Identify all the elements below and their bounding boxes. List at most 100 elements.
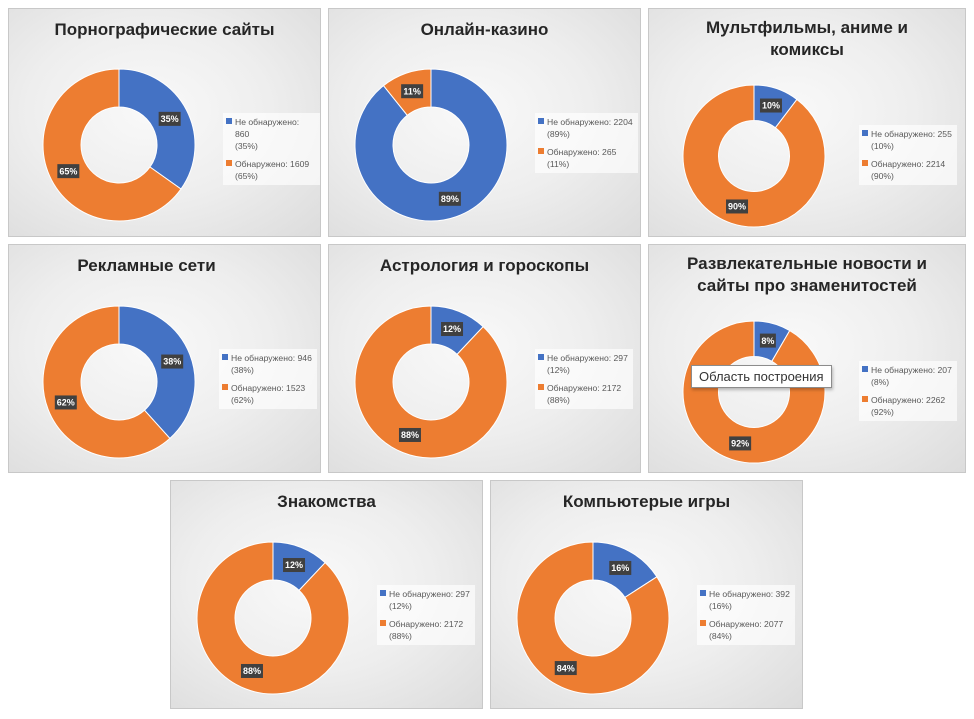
legend-percent: (90%) — [871, 171, 894, 181]
donut-chart[interactable]: 16% 84% — [513, 536, 673, 700]
data-label-text: 65% — [59, 166, 77, 176]
slice-detected[interactable] — [354, 305, 508, 459]
slice-not-detected[interactable] — [118, 305, 196, 440]
legend-swatch — [222, 354, 228, 360]
chart-title: Астрология и гороскопы — [379, 256, 590, 275]
legend-label: Не обнаружено: 297 — [547, 353, 628, 363]
chart-legend[interactable]: Не обнаружено: 946 (38%) Обнаружено: 1523… — [219, 349, 317, 409]
donut-chart[interactable]: 10% 90% — [679, 81, 829, 231]
chart-legend[interactable]: Не обнаружено: 255 (10%) Обнаружено: 2214… — [859, 125, 957, 185]
chart-legend[interactable]: Не обнаружено: 392 (16%) Обнаружено: 2077… — [697, 585, 795, 645]
legend-percent: (89%) — [547, 129, 570, 139]
data-label: 11% — [401, 84, 424, 99]
chart-legend[interactable]: Не обнаружено: 2204 (89%) Обнаружено: 265… — [535, 113, 638, 173]
data-label: 16% — [609, 560, 632, 575]
chart-legend[interactable]: Не обнаружено: 297 (12%) Обнаружено: 2172… — [377, 585, 475, 645]
legend-swatch — [226, 160, 232, 166]
chart-legend[interactable]: Не обнаружено: 207 (8%) Обнаружено: 2262 (… — [859, 361, 957, 421]
data-label: 65% — [57, 164, 80, 179]
data-label-text: 12% — [285, 560, 303, 570]
data-label-bg — [158, 111, 181, 126]
donut-chart[interactable]: 35% 65% — [39, 63, 199, 227]
legend-percent: (8%) — [871, 377, 890, 387]
chart-card-cartoons[interactable]: Мультфильмы, аниме и комиксы 10% 90% Не о… — [648, 8, 966, 237]
data-label-bg — [726, 199, 749, 214]
legend-percent: (10%) — [871, 141, 894, 151]
legend-item-detected[interactable]: Обнаружено: 2077 (84%) — [700, 618, 790, 642]
data-label-bg — [438, 191, 461, 206]
slice-detected[interactable] — [42, 305, 171, 459]
chart-card-celebrity-news[interactable]: Развлекательные новости и сайты про знам… — [648, 244, 966, 473]
legend-item-detected[interactable]: Обнаружено: 2214 (90%) — [862, 158, 952, 182]
legend-percent: (16%) — [709, 601, 732, 611]
donut-chart[interactable]: 89% 11% — [351, 63, 511, 227]
slice-detected[interactable] — [42, 68, 182, 222]
data-label-text: 88% — [401, 430, 419, 440]
chart-card-astrology[interactable]: Астрология и гороскопы 12% 88% Не обнаруж… — [328, 244, 641, 473]
legend-item-not-detected[interactable]: Не обнаружено: 946 (38%) — [222, 352, 312, 376]
data-label: 10% — [759, 98, 782, 113]
data-label-text: 88% — [243, 666, 261, 676]
legend-label: Обнаружено: 1609 — [235, 159, 310, 169]
legend-swatch — [862, 396, 868, 402]
legend-swatch — [222, 384, 228, 390]
legend-item-detected[interactable]: Обнаружено: 265 (11%) — [538, 146, 633, 170]
slice-detected[interactable] — [682, 320, 826, 464]
donut-chart[interactable]: 12% 88% — [193, 536, 353, 700]
legend-item-detected[interactable]: Обнаружено: 2262 (92%) — [862, 394, 952, 418]
legend-label: Не обнаружено: 207 — [871, 365, 952, 375]
chart-card-casino[interactable]: Онлайн-казино 89% 11% Не обнаружено: 2204… — [328, 8, 641, 237]
slice-detected[interactable] — [516, 541, 670, 695]
legend-percent: (38%) — [231, 365, 254, 375]
legend-item-detected[interactable]: Обнаружено: 1609 (65%) — [226, 158, 315, 182]
data-label-text: 62% — [57, 398, 75, 408]
legend-label: Обнаружено: 265 — [547, 147, 617, 157]
slice-not-detected[interactable] — [118, 68, 196, 190]
data-label-text: 8% — [761, 336, 774, 346]
chart-card-porn[interactable]: Порнографические сайты 35% 65% Не обнаруж… — [8, 8, 321, 237]
legend-percent: (62%) — [231, 395, 254, 405]
slice-not-detected[interactable] — [354, 68, 508, 222]
chart-legend[interactable]: Не обнаружено: 297 (12%) Обнаружено: 2172… — [535, 349, 633, 409]
legend-item-not-detected[interactable]: Не обнаружено: 392 (16%) — [700, 588, 790, 612]
chart-legend[interactable]: Не обнаружено: 860 (35%) Обнаружено: 1609… — [223, 113, 320, 185]
legend-swatch — [538, 354, 544, 360]
legend-item-not-detected[interactable]: Не обнаружено: 297 (12%) — [538, 352, 628, 376]
legend-percent: (92%) — [871, 407, 894, 417]
chart-card-dating[interactable]: Знакомства 12% 88% Не обнаружено: 297 (12%… — [170, 480, 483, 709]
chart-title: Онлайн-казино — [420, 20, 549, 39]
legend-label: Обнаружено: 2214 — [871, 159, 946, 169]
chart-title: Рекламные сети — [77, 256, 216, 275]
donut-chart[interactable]: 38% 62% — [39, 300, 199, 464]
data-label-text: 90% — [728, 202, 746, 212]
donut-chart[interactable]: 12% 88% — [351, 300, 511, 464]
data-label: 62% — [54, 395, 77, 410]
chart-card-games[interactable]: Компьютерые игры 16% 84% Не обнаружено: 3… — [490, 480, 803, 709]
legend-item-not-detected[interactable]: Не обнаружено: 297 (12%) — [380, 588, 470, 612]
legend-item-not-detected[interactable]: Не обнаружено: 2204 (89%) — [538, 116, 633, 140]
legend-label: Обнаружено: 2077 — [709, 619, 784, 629]
legend-item-detected[interactable]: Обнаружено: 2172 (88%) — [538, 382, 628, 406]
data-label: 35% — [158, 111, 181, 126]
slice-detected[interactable] — [196, 541, 350, 695]
slice-detected[interactable] — [682, 84, 826, 228]
legend-item-detected[interactable]: Обнаружено: 1523 (62%) — [222, 382, 312, 406]
data-label-bg — [759, 333, 776, 348]
data-label-bg — [441, 322, 464, 337]
chart-card-ads[interactable]: Рекламные сети 38% 62% Не обнаружено: 946… — [8, 244, 321, 473]
legend-label: Обнаружено: 2262 — [871, 395, 946, 405]
legend-percent: (12%) — [389, 601, 412, 611]
legend-swatch — [700, 620, 706, 626]
chart-title: Мультфильмы, аниме и комиксы — [706, 18, 908, 59]
donut-chart[interactable]: 8% 92% — [679, 317, 829, 467]
legend-label: Не обнаружено: 255 — [871, 129, 952, 139]
data-label-bg — [609, 560, 632, 575]
legend-percent: (88%) — [547, 395, 570, 405]
data-label: 38% — [161, 354, 184, 369]
legend-item-not-detected[interactable]: Не обнаружено: 255 (10%) — [862, 128, 952, 152]
legend-item-not-detected[interactable]: Не обнаружено: 207 (8%) — [862, 364, 952, 388]
legend-item-not-detected[interactable]: Не обнаружено: 860 (35%) — [226, 116, 315, 152]
legend-swatch — [380, 620, 386, 626]
legend-item-detected[interactable]: Обнаружено: 2172 (88%) — [380, 618, 470, 642]
legend-label: Не обнаружено: 860 — [235, 117, 300, 139]
